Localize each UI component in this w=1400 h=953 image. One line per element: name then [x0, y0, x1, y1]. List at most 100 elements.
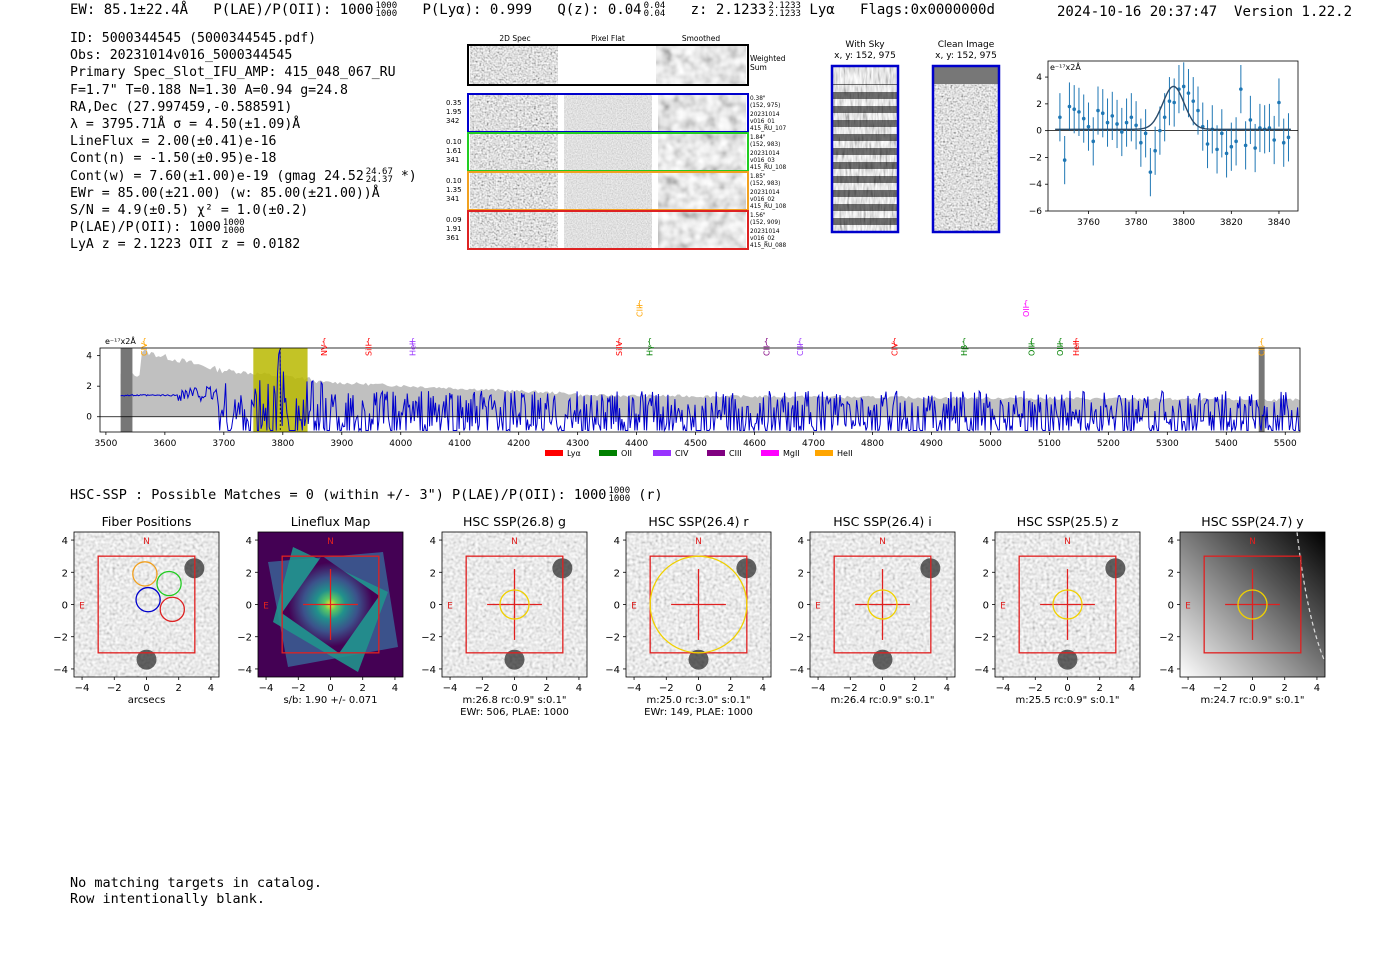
line-marker-label: OIII: [1028, 343, 1037, 356]
hsc-plae-hi: 1000: [608, 486, 631, 496]
hsc-north-label: N: [879, 537, 886, 547]
hsc-ytick-label: 4: [246, 536, 252, 547]
hsc-ytick-label: 2: [246, 568, 252, 579]
line-marker: SiII: [364, 344, 373, 356]
hsc-ytick-label: 0: [246, 601, 252, 612]
full-xtick-label: 5000: [979, 439, 1002, 449]
hsc-ytick-label: 4: [62, 536, 68, 547]
fiber-right-5: 415_RU_107: [750, 126, 787, 132]
hsc-xtick-label: −4: [259, 683, 274, 694]
hsc-panel: HSC SSP(26.4) i N E −4 −4 −2 −2 0 0 2 2 4 4 m:26.4 rc…: [789, 514, 956, 706]
full-frame: [99, 347, 1301, 433]
zoom-point: [1105, 120, 1110, 125]
footer: No matching targets in catalog. Row inte…: [70, 875, 322, 907]
fiber-left-2: 1.61: [446, 147, 462, 155]
hsc-ytick-label: −4: [789, 665, 804, 676]
hsc-xtick-label: 0: [327, 683, 333, 694]
hsc-ytick-label: −2: [789, 633, 804, 644]
zoom-point: [1277, 100, 1281, 105]
zoom-point: [1062, 158, 1067, 162]
legend-swatch: [815, 450, 833, 456]
hsc-caption-1: m:24.7 rc:0.9" s:0.1": [1200, 695, 1304, 706]
line-marker-bracket: {: [410, 337, 415, 346]
fiber-right-1: 1.84": [750, 135, 766, 141]
fiber-left-3: 341: [446, 195, 459, 203]
hsc-match-circle: [499, 589, 530, 620]
hsc-xtick-label: −2: [1213, 683, 1228, 694]
line-marker-bracket: {: [616, 337, 621, 346]
hsc-panel-title: HSC SSP(25.5) z: [1017, 514, 1119, 529]
hsc-xtick-label: −2: [475, 683, 490, 694]
hsc-ytick-label: −2: [237, 633, 252, 644]
hsc-ytick-label: 2: [798, 568, 804, 579]
fiber-left-2: 1.35: [446, 186, 462, 194]
hsc-east-label: E: [631, 602, 637, 612]
hsc-panel: HSC SSP(24.7) y N E −4 −4 −2 −2 0 0 2 2 4 4 m:24.7 rc…: [1159, 514, 1326, 706]
line-marker: OIII: [1028, 343, 1037, 356]
line-marker: CII: [762, 346, 771, 356]
hsc-north-label: N: [1064, 537, 1071, 547]
hsc-caption-1: m:25.5 rc:0.9" s:0.1": [1015, 695, 1119, 706]
hsc-east-label: E: [815, 602, 821, 612]
full-xtick-label: 4500: [684, 439, 707, 449]
hsc-panel: HSC SSP(25.5) z N E −4 −4 −2 −2 0 0 2 2 4 4 m:25.5 rc…: [974, 514, 1141, 706]
full-ytick-label: 4: [86, 352, 92, 362]
hsc-xtick-label: −4: [627, 683, 642, 694]
line-marker-bracket: {: [892, 337, 897, 346]
hsc-source: [688, 649, 709, 670]
hsc-ytick-label: 4: [1168, 536, 1174, 547]
fiber-right-1: 0.38": [750, 96, 766, 102]
line-marker-bracket: {: [961, 337, 966, 346]
full-xtick-label: 3500: [94, 439, 117, 449]
line-marker: CIV: [140, 342, 149, 356]
hsc-xtick-label: −2: [107, 683, 122, 694]
zoom-point: [1129, 115, 1134, 120]
fiber-left-2: 1.95: [446, 108, 462, 116]
hsc-east-label: E: [79, 602, 85, 612]
full-noise-envelope: [120, 350, 1301, 417]
hsc-xtick-label: 2: [544, 683, 550, 694]
hsc-caption-1: m:26.8 rc:0.9" s:0.1": [462, 695, 566, 706]
full-xtick-label: 3600: [153, 439, 176, 449]
line-marker-bracket: {: [366, 337, 371, 346]
col-smooth-label: Smoothed: [682, 34, 721, 43]
full-ylabel: e⁻¹⁷x2Å: [105, 335, 136, 346]
zoom-ylabel: e⁻¹⁷x2Å: [1050, 61, 1081, 72]
header-plya: P(Lyα): 0.999: [422, 2, 533, 18]
header-flags: Flags:0x0000000d: [860, 2, 995, 18]
header-qz-hi: 0.04: [643, 1, 666, 11]
col-2d-label: 2D Spec: [499, 34, 530, 43]
legend-swatch: [761, 450, 779, 456]
hsc-north-label: N: [695, 537, 702, 547]
footer-line2: Row intentionally blank.: [70, 890, 266, 907]
fiber-left-2: 1.91: [446, 225, 462, 233]
hsc-ytick-label: 2: [62, 568, 68, 579]
hsc-ytick-label: −2: [421, 633, 436, 644]
line-marker-bracket: {: [322, 337, 327, 346]
fiber-flat-image: [564, 95, 652, 131]
line-marker-bracket: {: [637, 299, 642, 308]
info-plae-text: P(LAE)/P(OII): 1000: [70, 220, 221, 236]
hsc-ytick-label: −4: [1159, 665, 1174, 676]
info-radec: RA,Dec (27.997459,-0.588591): [70, 99, 293, 115]
hsc-panel-title: Lineflux Map: [291, 514, 371, 529]
full-xtick-label: 5200: [1097, 439, 1120, 449]
hsc-xtick-label: 2: [360, 683, 366, 694]
fiber-right-4: v016_01: [750, 119, 775, 125]
fiber-smooth-image: [658, 212, 746, 248]
zoom-point: [1100, 111, 1105, 116]
hsc-xtick-label: 2: [912, 683, 918, 694]
zoom-xtick-label: 3780: [1125, 218, 1148, 228]
hsc-match-circle: [1052, 589, 1083, 620]
hsc-ytick-label: −2: [974, 633, 989, 644]
zoom-point: [1162, 115, 1167, 120]
fiber-gap: [558, 95, 564, 131]
zoom-point: [1091, 139, 1096, 144]
hsc-ytick-label: −2: [1159, 633, 1174, 644]
fiber-right-3: 20231014: [750, 229, 780, 235]
hsc-panel: HSC SSP(26.8) g N E −4 −4 −2 −2 0 0 2 2 4 4 m:26.8 rc…: [421, 514, 588, 718]
hsc-xtick-label: 0: [1064, 683, 1070, 694]
line-marker-bracket: {: [1073, 337, 1078, 346]
